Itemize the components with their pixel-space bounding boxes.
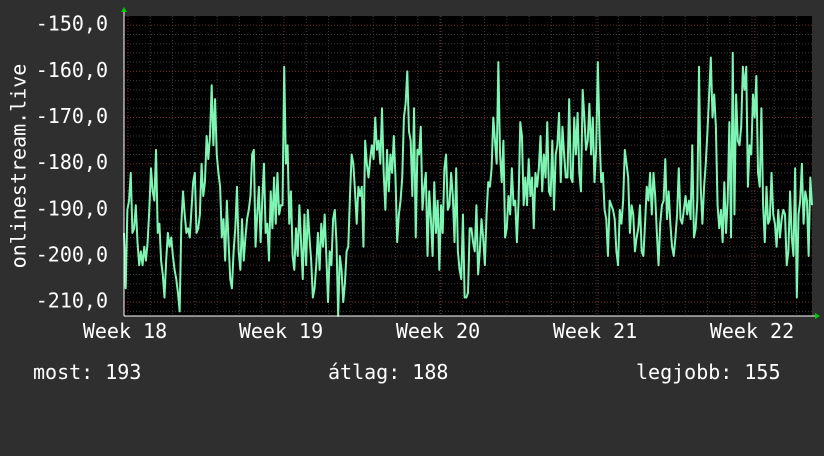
chart: -150,0 -160,0 -170,0 -180,0 -190,0 -200,0 -210… [7, 7, 820, 343]
stat-average: átlag: 188 [328, 360, 449, 384]
y-tick-label: -200,0 [36, 243, 108, 267]
y-axis-label: onlinestream.live [7, 64, 31, 269]
series-line [123, 51, 813, 317]
x-tick-label: Week 20 [396, 319, 480, 343]
y-tick-label: -160,0 [36, 58, 108, 82]
stats-bar: most: 193 átlag: 188 legjobb: 155 [0, 360, 824, 390]
y-tick-label: -150,0 [36, 12, 108, 36]
series-line-layer [123, 51, 813, 317]
axes [121, 7, 820, 319]
x-tick-label: Week 21 [553, 319, 637, 343]
x-tick-label: Week 19 [239, 319, 323, 343]
stat-current: most: 193 [33, 360, 142, 384]
tick-labels: -150,0 -160,0 -170,0 -180,0 -190,0 -200,0 -210… [36, 12, 794, 343]
y-tick-label: -190,0 [36, 196, 108, 220]
y-tick-label: -170,0 [36, 104, 108, 128]
x-axis-arrow [815, 313, 820, 319]
y-tick-label: -180,0 [36, 150, 108, 174]
stat-best: legjobb: 155 [636, 360, 781, 384]
x-tick-label: Week 22 [710, 319, 794, 343]
y-axis-arrow [121, 7, 127, 12]
x-tick-label: Week 18 [83, 319, 167, 343]
y-tick-label: -210,0 [36, 289, 108, 313]
